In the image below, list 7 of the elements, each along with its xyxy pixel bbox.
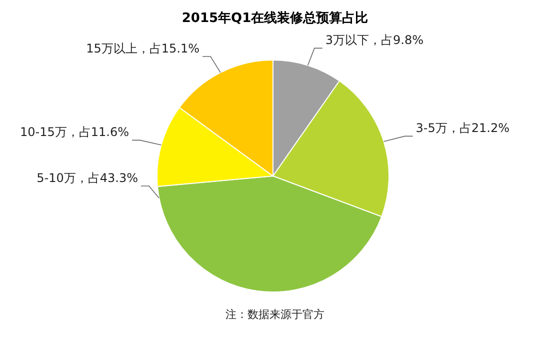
slice-label: 10-15万，占11.6% [20, 125, 130, 140]
slice-label: 5-10万，占43.3% [36, 171, 138, 185]
chart-title: 2015年Q1在线装修总预算占比 [182, 10, 368, 26]
text: 注：数据来源于官方 [226, 308, 324, 321]
slice-label: 15万以上，占15.1% [86, 42, 200, 56]
slice-label: 3-5万，占21.2% [416, 121, 510, 136]
slice-label: 3万以下，占9.8% [325, 33, 424, 48]
